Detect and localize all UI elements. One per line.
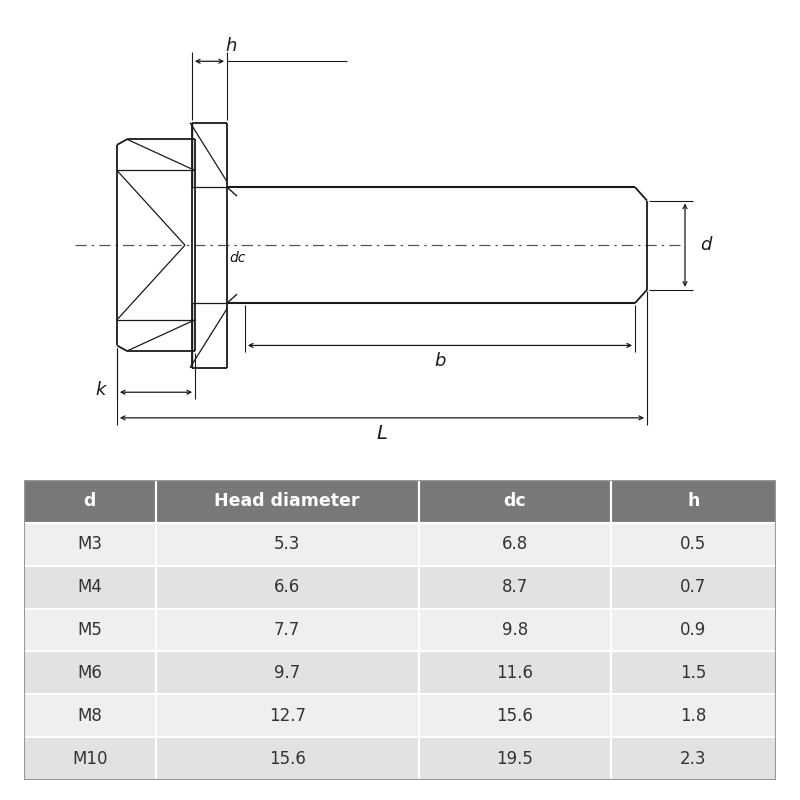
Bar [24,480,155,523]
Text: 7.7: 7.7 [274,621,300,639]
Bar [155,566,419,609]
Bar [419,694,610,737]
Text: dc: dc [229,250,246,265]
Text: M4: M4 [78,578,102,596]
Text: L: L [377,424,387,443]
Text: d: d [84,493,96,510]
Bar [419,480,610,523]
Bar [24,566,155,609]
Bar [24,737,155,780]
Bar [610,651,776,694]
Bar [24,651,155,694]
Text: 1.8: 1.8 [680,706,706,725]
Text: 19.5: 19.5 [496,750,533,767]
Text: M5: M5 [78,621,102,639]
Text: 15.6: 15.6 [496,706,533,725]
Bar [24,694,155,737]
Text: h: h [687,493,699,510]
Text: 9.8: 9.8 [502,621,528,639]
Bar [419,566,610,609]
Text: dc: dc [503,493,526,510]
Bar [155,480,419,523]
Text: 6.8: 6.8 [502,535,528,554]
Text: M10: M10 [72,750,107,767]
Text: 15.6: 15.6 [269,750,306,767]
Text: 12.7: 12.7 [269,706,306,725]
Text: 5.3: 5.3 [274,535,300,554]
Text: 1.5: 1.5 [680,664,706,682]
Text: Head diameter: Head diameter [214,493,360,510]
Bar [610,480,776,523]
Text: b: b [434,352,446,370]
Bar [610,523,776,566]
Bar [610,737,776,780]
Text: M8: M8 [78,706,102,725]
Text: d: d [700,236,711,254]
Bar [610,566,776,609]
Text: 0.5: 0.5 [680,535,706,554]
Text: h: h [226,37,237,54]
Bar [155,609,419,651]
Bar [419,523,610,566]
Text: 0.7: 0.7 [680,578,706,596]
Text: k: k [96,381,106,399]
Bar [24,523,155,566]
Bar [610,694,776,737]
Bar [155,523,419,566]
Bar [155,737,419,780]
Bar [24,609,155,651]
Text: 9.7: 9.7 [274,664,300,682]
Bar [610,609,776,651]
Bar [419,609,610,651]
Text: 11.6: 11.6 [496,664,533,682]
Text: 8.7: 8.7 [502,578,528,596]
Bar [419,651,610,694]
Bar [155,651,419,694]
Text: 2.3: 2.3 [680,750,706,767]
Text: 0.9: 0.9 [680,621,706,639]
Bar [419,737,610,780]
Bar [155,694,419,737]
Text: 6.6: 6.6 [274,578,300,596]
Text: M6: M6 [78,664,102,682]
Text: M3: M3 [78,535,102,554]
